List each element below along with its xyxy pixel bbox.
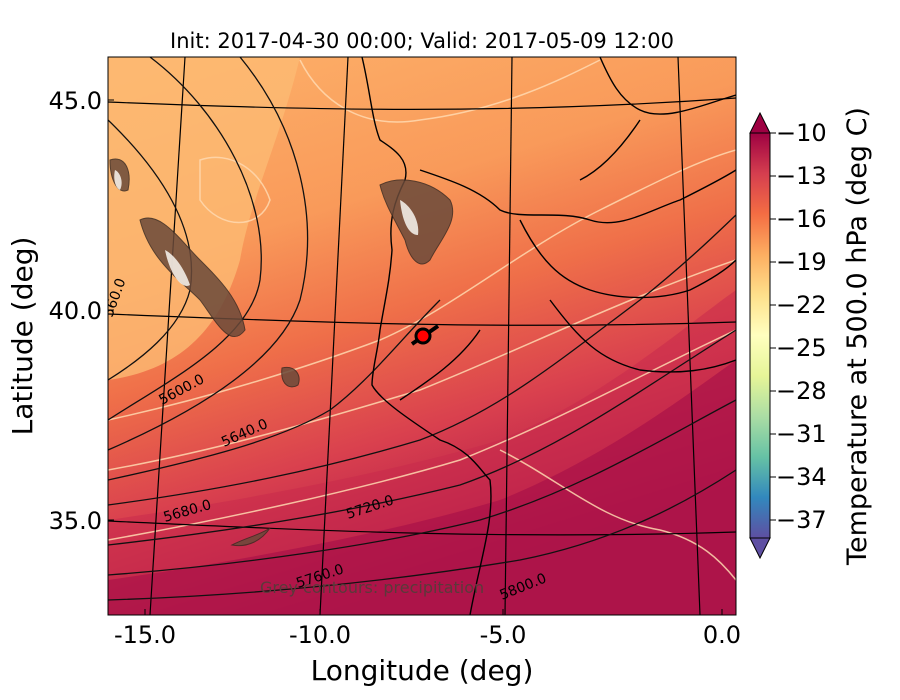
x-tick-label: -15.0 [114,621,176,649]
colorbar-body [749,132,771,539]
y-axis-label: Latitude (deg) [6,237,39,436]
x-axis-label: Longitude (deg) [311,654,534,687]
colorbar-tick-label: −25 [776,334,827,362]
x-axis-ticks: -15.0 -10.0 -5.0 0.0 [114,621,741,649]
coastlines [361,57,736,615]
colorbar-tick-label: −13 [776,162,827,190]
height-contours [108,57,736,601]
y-tick-label: 40.0 [49,297,102,325]
colorbar-tick-label: −22 [776,291,827,319]
x-tick-label: 0.0 [703,621,741,649]
y-tick-label: 45.0 [49,87,102,115]
map-frame [107,56,737,616]
temperature-isotherms [108,59,736,581]
colorbar-label: Temperature at 500.0 hPa (deg C) [842,107,873,566]
figure-title: Init: 2017-04-30 00:00; Valid: 2017-05-0… [170,29,674,53]
colorbar-tick-label: −16 [776,205,827,233]
colorbar-tick-label: −37 [776,506,827,534]
warm-band-deep [108,360,736,615]
x-tick-label: -5.0 [480,621,527,649]
colorbar-tick-label: −34 [776,463,827,491]
colorbar: −10 −13 −16 −19 −22 −25 −28 −31 −34 −37 … [749,107,873,566]
station-marker [414,327,432,345]
map-panel: 560.0 5600.0 5640.0 5680.0 5720.0 5760.0… [108,57,736,615]
colorbar-top-arrow [749,111,771,134]
y-axis-ticks: 45.0 40.0 35.0 [49,87,102,535]
y-tick-label: 35.0 [49,507,102,535]
terrain-highlights [114,170,419,286]
x-tick-label: -10.0 [289,621,351,649]
colorbar-ticks: −10 −13 −16 −19 −22 −25 −28 −31 −34 −37 [776,119,827,534]
colorbar-tick-label: −28 [776,377,827,405]
precipitation-note: Grey contours: precipitation [260,578,484,597]
colorbar-tick-label: −19 [776,248,827,276]
cool-region-west [108,57,300,380]
colorbar-tick-label: −31 [776,420,827,448]
colorbar-tick-marks [770,132,776,521]
graticule [108,57,736,615]
axis-tick-marks [108,99,723,615]
colorbar-tick-label: −10 [776,119,827,147]
colorbar-bottom-arrow [749,537,771,560]
